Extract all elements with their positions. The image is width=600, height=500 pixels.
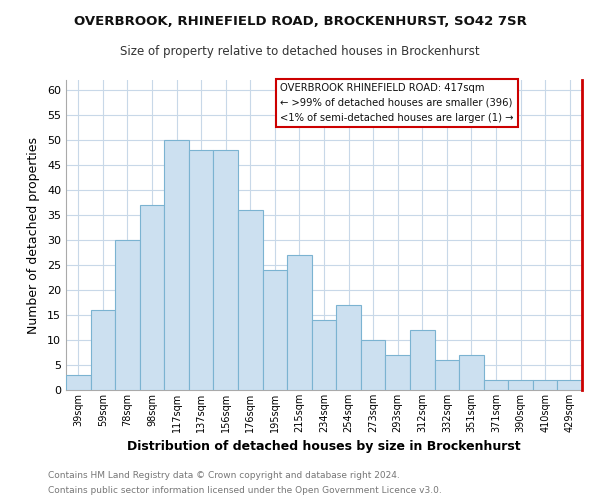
Text: OVERBROOK, RHINEFIELD ROAD, BROCKENHURST, SO42 7SR: OVERBROOK, RHINEFIELD ROAD, BROCKENHURST…	[74, 15, 526, 28]
Text: Size of property relative to detached houses in Brockenhurst: Size of property relative to detached ho…	[120, 45, 480, 58]
Bar	[263, 270, 287, 390]
Bar	[91, 310, 115, 390]
Text: Contains HM Land Registry data © Crown copyright and database right 2024.: Contains HM Land Registry data © Crown c…	[48, 471, 400, 480]
Bar	[508, 380, 533, 390]
Bar	[115, 240, 140, 390]
Y-axis label: Number of detached properties: Number of detached properties	[27, 136, 40, 334]
Bar	[533, 380, 557, 390]
Bar	[140, 205, 164, 390]
Bar	[434, 360, 459, 390]
Bar	[385, 355, 410, 390]
Bar	[238, 210, 263, 390]
Bar	[312, 320, 336, 390]
Bar	[459, 355, 484, 390]
Bar	[287, 255, 312, 390]
Bar	[189, 150, 214, 390]
Text: OVERBROOK RHINEFIELD ROAD: 417sqm
← >99% of detached houses are smaller (396)
<1: OVERBROOK RHINEFIELD ROAD: 417sqm ← >99%…	[280, 83, 514, 122]
Bar	[164, 140, 189, 390]
Bar	[484, 380, 508, 390]
Bar	[361, 340, 385, 390]
Text: Contains public sector information licensed under the Open Government Licence v3: Contains public sector information licen…	[48, 486, 442, 495]
Bar	[66, 375, 91, 390]
X-axis label: Distribution of detached houses by size in Brockenhurst: Distribution of detached houses by size …	[127, 440, 521, 454]
Bar	[214, 150, 238, 390]
Bar	[410, 330, 434, 390]
Bar	[336, 305, 361, 390]
Bar	[557, 380, 582, 390]
